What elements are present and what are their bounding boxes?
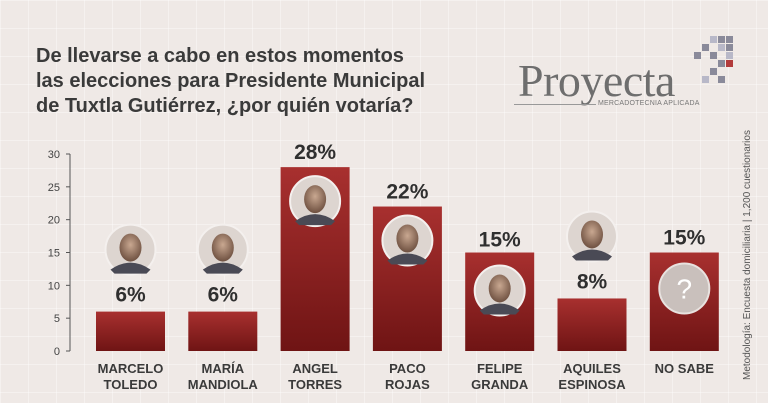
- logo-square: [710, 52, 717, 59]
- proyecta-logo: Proyecta MERCADOTECNIA APLICADA: [510, 36, 740, 116]
- logo-square: [718, 44, 725, 51]
- y-tick-label: 20: [48, 215, 60, 227]
- logo-squares-icon: [670, 36, 734, 92]
- category-label: MARCELO: [98, 361, 164, 376]
- title-line-1: De llevarse a cabo en estos momentos: [36, 45, 404, 67]
- logo-square: [710, 36, 717, 43]
- candidate-shoulders-shape: [387, 253, 428, 265]
- y-tick-label: 15: [48, 248, 60, 260]
- logo-square: [718, 36, 725, 43]
- title-line-3: de Tuxtla Gutiérrez, ¿por quién votaría?: [36, 95, 414, 117]
- category-label: FELIPE: [477, 361, 523, 376]
- logo-square: [726, 36, 733, 43]
- candidate-shoulders-shape: [572, 249, 612, 261]
- logo-divider: [514, 104, 596, 105]
- candidate-face-shape: [488, 274, 511, 303]
- category-label: NO SABE: [655, 361, 715, 376]
- category-label: MARÍA: [201, 361, 244, 376]
- candidate-shoulders-shape: [295, 214, 336, 226]
- value-label: 6%: [115, 284, 146, 307]
- candidate-shoulders-shape: [110, 262, 151, 274]
- logo-square: [694, 52, 701, 59]
- y-tick-label: 10: [48, 280, 60, 292]
- bar: [188, 311, 258, 351]
- candidate-face-shape: [119, 233, 142, 262]
- question-mark-icon: [658, 262, 711, 315]
- value-label: 6%: [208, 284, 239, 307]
- logo-square: [726, 44, 733, 51]
- value-label: 8%: [577, 270, 608, 293]
- value-label: 15%: [663, 227, 705, 250]
- y-tick-label: 25: [48, 182, 60, 194]
- y-tick-label: 30: [48, 149, 60, 161]
- category-label: AQUILES: [563, 361, 621, 376]
- bar: [557, 298, 627, 351]
- chart-title: De llevarse a cabo en estos momentos las…: [36, 44, 506, 119]
- title-line-2: las elecciones para Presidente Municipal: [36, 70, 426, 92]
- candidate-face-shape: [211, 233, 234, 262]
- category-label: TORRES: [288, 377, 342, 392]
- category-label: MANDIOLA: [188, 377, 259, 392]
- category-label: ESPINOSA: [558, 377, 626, 392]
- category-label: TOLEDO: [104, 377, 158, 392]
- candidate-shoulders-shape: [202, 262, 243, 274]
- logo-square: [702, 44, 709, 51]
- category-label: ROJAS: [385, 377, 430, 392]
- y-tick-label: 5: [54, 313, 60, 325]
- category-label: GRANDA: [471, 377, 529, 392]
- candidate-face-shape: [396, 224, 419, 253]
- value-label: 22%: [386, 181, 428, 204]
- question-mark-glyph: ?: [677, 274, 693, 305]
- logo-wordmark: Proyecta: [518, 55, 675, 106]
- logo-square: [718, 60, 725, 67]
- logo-square: [718, 76, 725, 83]
- category-label: PACO: [389, 361, 426, 376]
- candidate-shoulders-shape: [479, 303, 520, 315]
- candidate-face-shape: [304, 185, 327, 214]
- logo-square: [726, 60, 733, 67]
- candidate-face-shape: [581, 220, 603, 249]
- logo-square: [710, 68, 717, 75]
- methodology-note: Metodología: Encuesta domiciliaria | 1,2…: [742, 130, 753, 380]
- value-label: 15%: [479, 229, 521, 252]
- category-label: ANGEL: [292, 361, 338, 376]
- logo-tagline: MERCADOTECNIA APLICADA: [598, 100, 700, 107]
- value-label: 28%: [294, 141, 336, 164]
- logo-square: [726, 52, 733, 59]
- bar: [96, 311, 165, 351]
- logo-square: [702, 76, 709, 83]
- y-tick-label: 0: [54, 346, 60, 358]
